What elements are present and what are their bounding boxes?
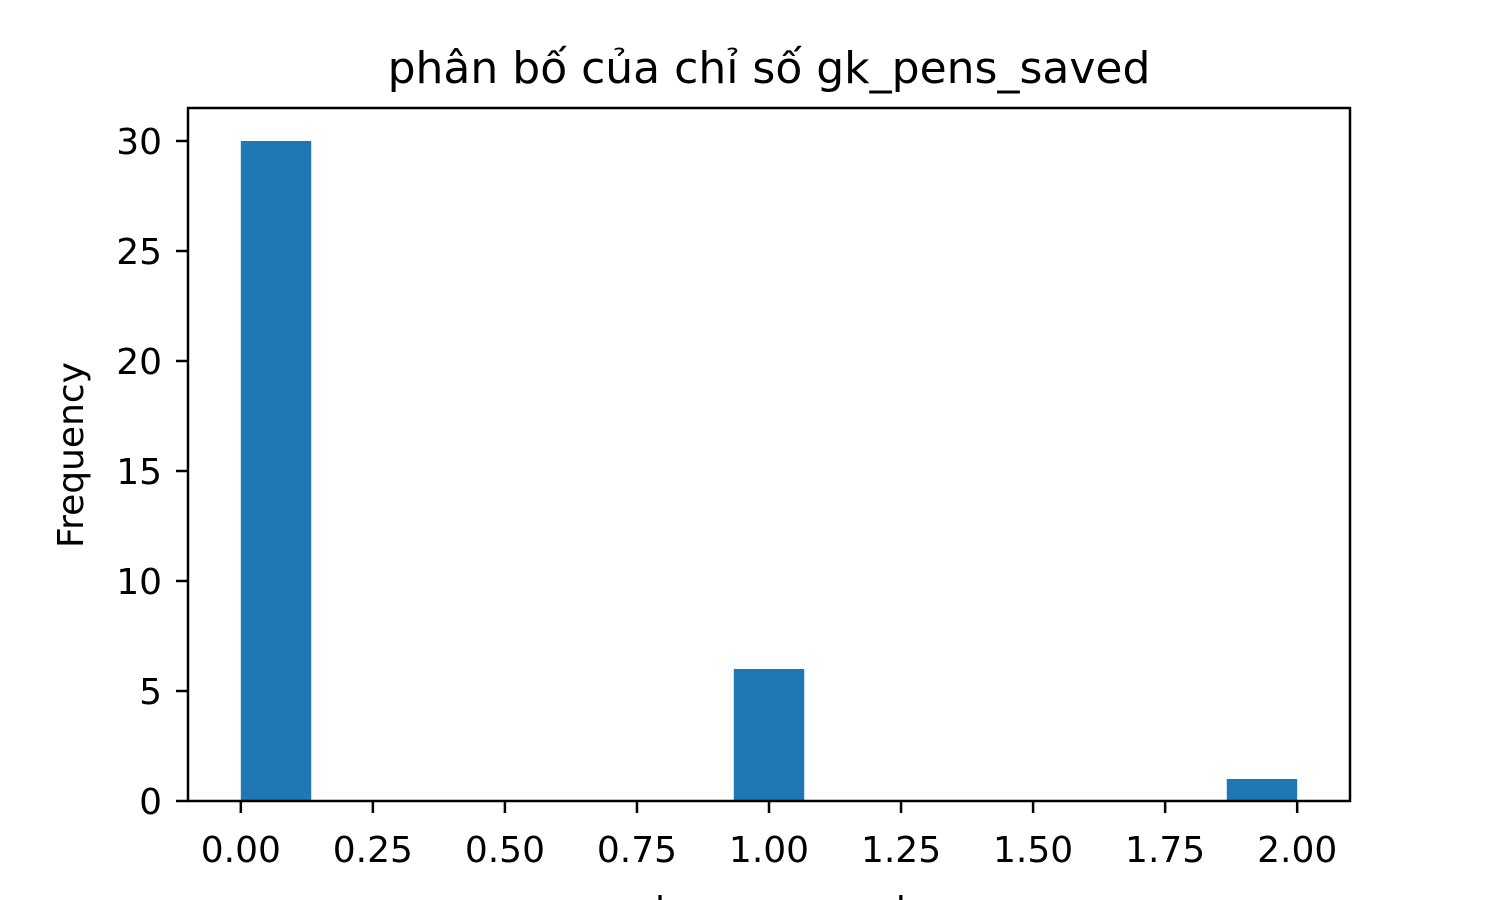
- x-axis-ticks: 0.00 0.25 0.50 0.75 1.00 1.25 1.50 1.75 2.00: [201, 801, 1337, 871]
- y-tick-label: 25: [116, 232, 162, 273]
- y-tick-label: 15: [116, 452, 162, 493]
- x-tick-label: 1.50: [993, 830, 1073, 871]
- y-tick-label: 30: [116, 122, 162, 163]
- histogram-bar: [240, 141, 312, 801]
- x-tick-label: 1.25: [861, 830, 941, 871]
- chart-title: phân bố của chỉ số gk_pens_saved: [388, 43, 1151, 94]
- y-tick-label: 0: [139, 782, 162, 823]
- y-tick-label: 20: [116, 342, 162, 383]
- histogram-bar: [733, 669, 805, 801]
- bars-group: [240, 141, 1298, 801]
- x-axis-label: gk_pens_saved: [632, 890, 905, 900]
- y-axis-label: Frequency: [51, 362, 92, 548]
- x-tick-label: 0.50: [465, 830, 545, 871]
- y-tick-label: 5: [139, 672, 162, 713]
- x-tick-label: 1.75: [1125, 830, 1205, 871]
- x-tick-label: 0.00: [201, 830, 281, 871]
- x-tick-label: 0.25: [333, 830, 413, 871]
- histogram-bar: [1226, 779, 1298, 801]
- x-tick-label: 1.00: [729, 830, 809, 871]
- y-tick-label: 10: [116, 562, 162, 603]
- y-axis-ticks: 0 5 10 15 20 25 30: [116, 122, 188, 823]
- x-tick-label: 0.75: [597, 830, 677, 871]
- x-tick-label: 2.00: [1257, 830, 1337, 871]
